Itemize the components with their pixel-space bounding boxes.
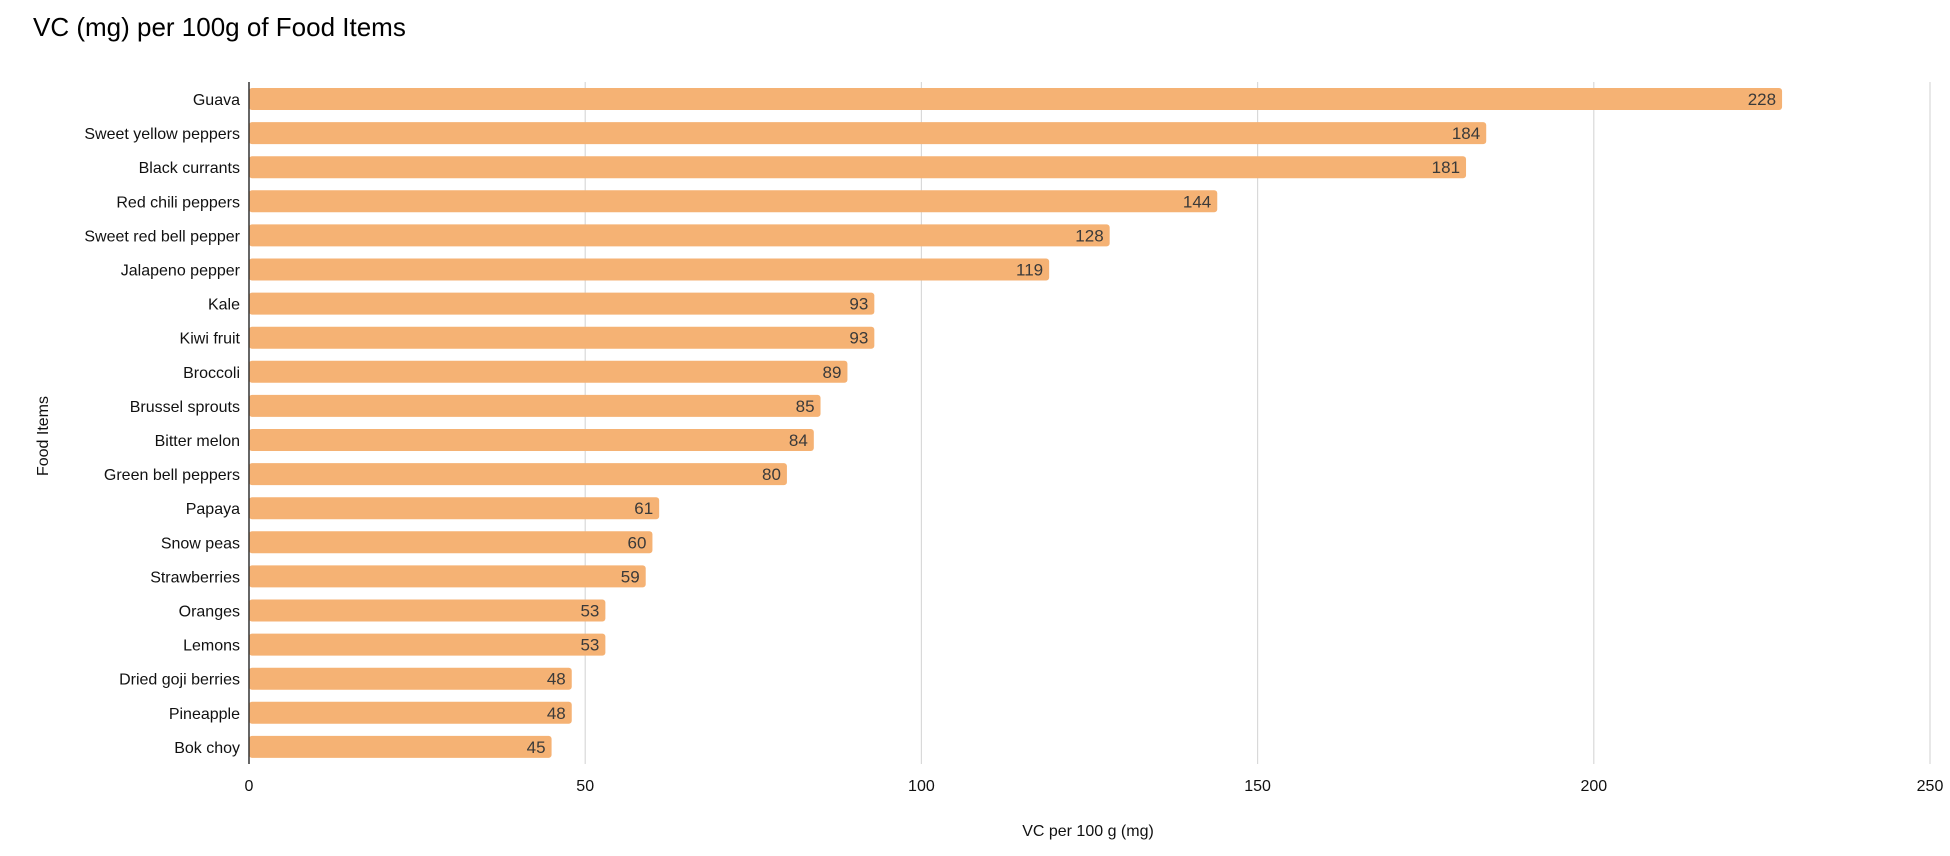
data-label: 48 (547, 670, 566, 689)
data-label: 128 (1075, 226, 1103, 245)
category-label: Black currants (139, 160, 240, 177)
data-label: 144 (1183, 192, 1211, 211)
category-label: Pineapple (169, 706, 240, 723)
data-label: 48 (547, 704, 566, 723)
bar (249, 88, 1783, 110)
data-label: 119 (1016, 261, 1043, 280)
category-label: Papaya (186, 501, 240, 518)
bar (249, 122, 1487, 145)
bar (249, 599, 606, 622)
bar (249, 667, 572, 690)
bar (249, 735, 552, 758)
category-label: Jalapeno pepper (121, 263, 241, 280)
category-label: Bitter melon (155, 433, 240, 450)
category-label: Kale (208, 297, 240, 314)
gridlines (584, 82, 1931, 764)
chart-title: VC (mg) per 100g of Food Items (33, 12, 406, 42)
bar (249, 292, 875, 315)
data-label: 53 (580, 636, 599, 655)
category-label: Green bell peppers (104, 467, 240, 484)
bar (249, 224, 1110, 247)
category-label: Oranges (179, 604, 240, 621)
data-label: 61 (634, 499, 653, 518)
data-label: 181 (1432, 158, 1460, 177)
category-label: Snow peas (161, 535, 240, 552)
bar (249, 394, 821, 417)
bar (249, 156, 1467, 179)
x-tick-label: 150 (1244, 778, 1271, 795)
bar (249, 497, 660, 520)
bar (249, 326, 875, 349)
x-tick-label: 200 (1580, 778, 1607, 795)
bar (249, 258, 1050, 281)
x-tick-label: 50 (576, 778, 594, 795)
x-tick-label: 250 (1917, 778, 1944, 795)
category-label: Guava (193, 92, 240, 109)
category-label: Dried goji berries (119, 672, 240, 689)
category-label: Lemons (183, 638, 240, 655)
x-axis-title: VC per 100 g (mg) (1022, 823, 1154, 840)
data-label: 80 (762, 465, 781, 484)
bar (249, 360, 848, 383)
data-label: 85 (796, 397, 815, 416)
data-label: 60 (628, 533, 647, 552)
bar (249, 190, 1218, 213)
category-label: Sweet yellow peppers (84, 126, 240, 143)
bar (249, 429, 814, 451)
data-label: 59 (621, 567, 640, 586)
bar (249, 531, 653, 554)
y-axis-title: Food Items (35, 396, 52, 476)
category-label: Bok choy (174, 740, 240, 757)
data-label: 228 (1748, 90, 1776, 109)
bars (249, 88, 1783, 758)
category-label: Kiwi fruit (180, 331, 241, 348)
category-label: Brussel sprouts (130, 399, 240, 416)
data-label: 93 (849, 329, 868, 348)
bar (249, 565, 646, 588)
bar (249, 463, 787, 486)
x-tick-label: 0 (245, 778, 254, 795)
bar (249, 701, 572, 724)
data-label: 45 (527, 738, 546, 757)
data-label: 93 (849, 295, 868, 314)
category-label: Broccoli (183, 365, 240, 382)
data-label: 184 (1452, 124, 1480, 143)
category-label: Sweet red bell pepper (84, 228, 240, 245)
x-tick-label: 100 (908, 778, 935, 795)
category-label: Strawberries (150, 569, 240, 586)
data-label: 84 (789, 431, 808, 450)
bar (249, 633, 606, 656)
category-label: Red chili peppers (116, 194, 240, 211)
data-label: 89 (823, 363, 842, 382)
labels: 0 50 100 150 200 250 Guava 228 Sweet yellow pepp… (84, 90, 1943, 795)
data-label: 53 (580, 602, 599, 621)
